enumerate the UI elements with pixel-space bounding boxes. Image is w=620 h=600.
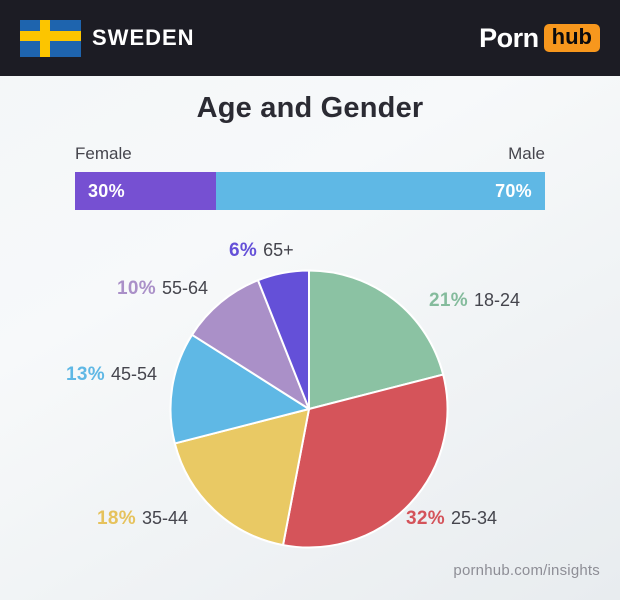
- pie-range-25-34: 25-34: [450, 508, 497, 528]
- pie-slice-35-44: [173, 408, 310, 547]
- pie-slice-45-54: [169, 333, 310, 445]
- male-label: Male: [508, 144, 545, 163]
- logo-text-porn: Porn: [479, 22, 539, 53]
- male-bar-segment: 70%: [216, 172, 545, 210]
- logo-text-hub: hub: [543, 24, 600, 52]
- pie-slice-65+: [257, 269, 310, 410]
- sweden-flag-icon: [20, 20, 81, 57]
- gender-bar-labels: Female Male: [75, 144, 545, 164]
- pornhub-logo: Porn hub: [479, 0, 600, 76]
- pie-pct-18-24: 21%: [429, 290, 468, 311]
- pie-pct-65plus: 6%: [229, 240, 258, 261]
- pie-label-18-24: 21% 18-24: [429, 290, 520, 312]
- pie-label-55-64: 10% 55-64: [117, 278, 208, 300]
- age-pie-chart: [169, 269, 449, 549]
- flag-cross-horizontal: [20, 31, 81, 42]
- pie-pct-25-34: 32%: [406, 508, 445, 529]
- pie-pct-55-64: 10%: [117, 278, 156, 299]
- insights-url: pornhub.com/insights: [453, 562, 600, 579]
- female-label: Female: [75, 144, 132, 163]
- page-title: Age and Gender: [196, 92, 424, 124]
- pie-label-65plus: 6% 65+: [229, 240, 294, 262]
- pie-range-45-54: 45-54: [110, 364, 157, 384]
- pie-slice-25-34: [282, 373, 449, 549]
- pie-pct-45-54: 13%: [66, 364, 105, 385]
- male-percentage: 70%: [495, 180, 532, 201]
- pie-range-18-24: 18-24: [473, 290, 520, 310]
- pie-range-55-64: 55-64: [161, 278, 208, 298]
- pie-pct-35-44: 18%: [97, 508, 136, 529]
- header-bar: SWEDEN Porn hub: [0, 0, 620, 76]
- pie-slice-18-24: [308, 269, 445, 410]
- gender-stacked-bar: 30% 70%: [75, 172, 545, 210]
- female-bar-segment: 30%: [75, 172, 216, 210]
- pie-slice-55-64: [191, 279, 310, 410]
- pie-label-45-54: 13% 45-54: [66, 364, 157, 386]
- pie-label-35-44: 18% 35-44: [97, 508, 188, 530]
- country-title: SWEDEN: [92, 25, 195, 50]
- female-percentage: 30%: [88, 180, 125, 201]
- pie-range-65plus: 65+: [263, 240, 294, 260]
- pie-range-35-44: 35-44: [141, 508, 188, 528]
- pie-label-25-34: 32% 25-34: [406, 508, 497, 530]
